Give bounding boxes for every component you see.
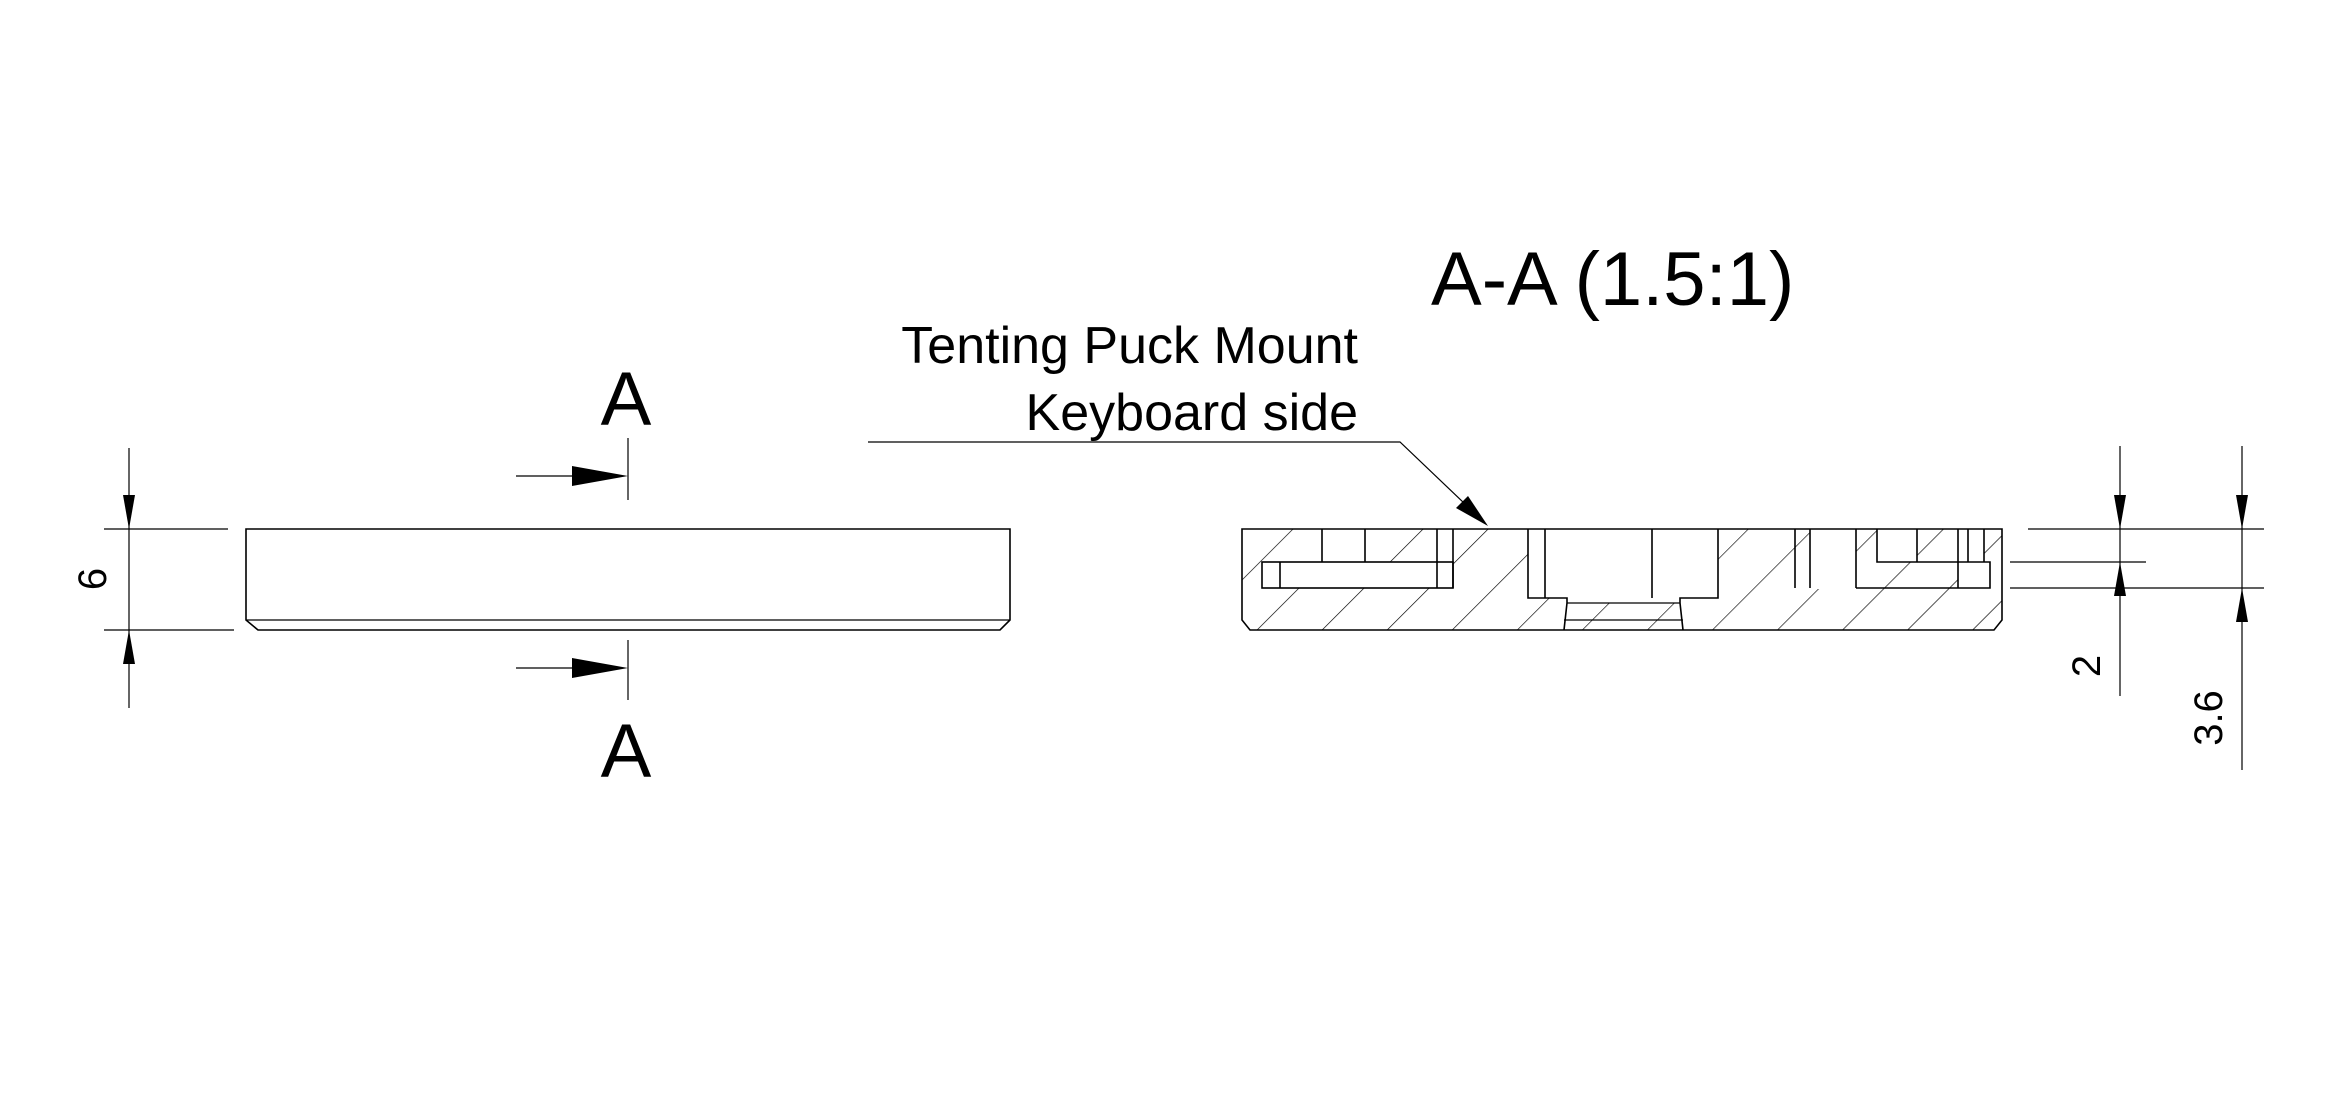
dimension-step: 2 (2010, 446, 2264, 696)
section-marker-bottom: A (516, 640, 652, 794)
bore-left-wall (1527, 529, 1568, 631)
dimension-2-label: 2 (2065, 655, 2109, 677)
side-view (245, 528, 1011, 631)
section-marker-top: A (516, 357, 652, 500)
section-marker-bottom-label: A (601, 709, 652, 794)
part-label-line1: Tenting Puck Mount (901, 317, 1358, 375)
dimension-3-6-label: 3.6 (2187, 690, 2231, 746)
side-view-outline (245, 528, 1011, 631)
bore-right-wall (1679, 529, 1719, 631)
dimension-6-label: 6 (71, 568, 115, 590)
dimension-thickness: 6 (71, 448, 234, 708)
section-title: A-A (1.5:1) (1431, 237, 1794, 322)
section-view (1241, 528, 2003, 631)
part-label-line2: Keyboard side (1026, 384, 1358, 442)
leader-line (868, 441, 1488, 526)
section-marker-top-label: A (601, 357, 652, 442)
section-outline (1241, 528, 2003, 631)
dimension-recess: 3.6 (2187, 446, 2248, 770)
